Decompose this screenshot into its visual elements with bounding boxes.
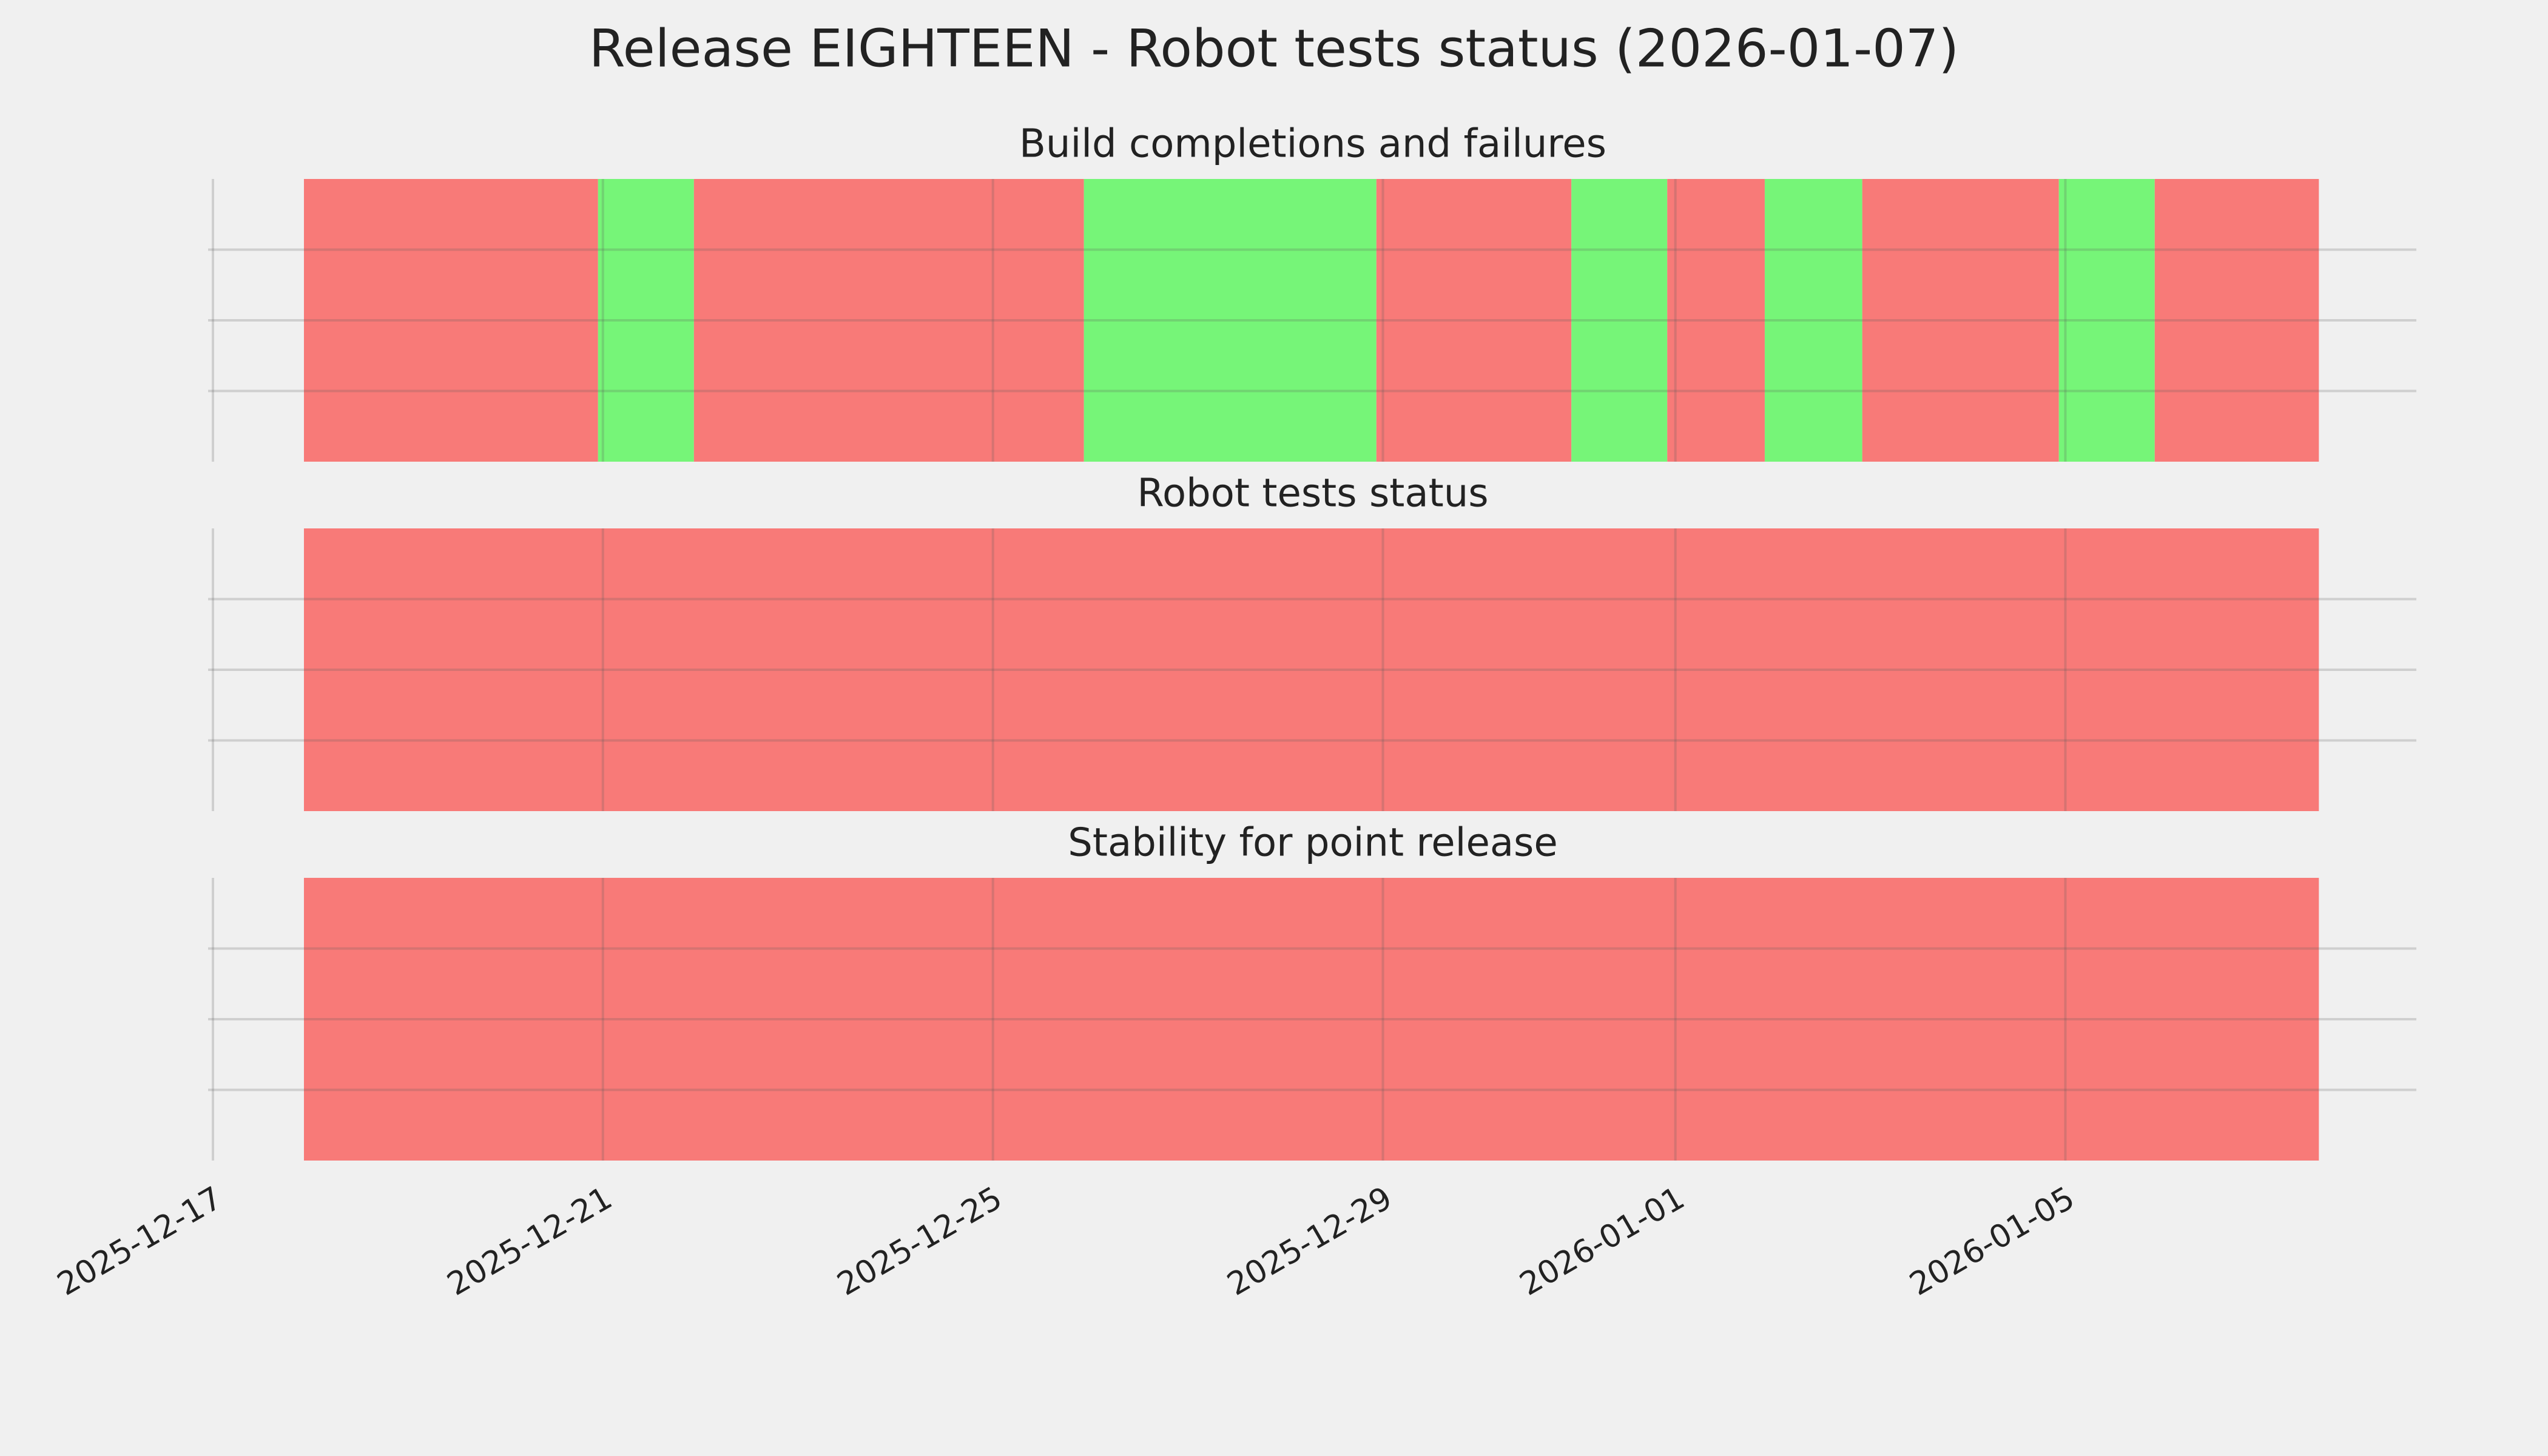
x-tick-label: 2025-12-17 — [52, 1180, 229, 1303]
status-span — [693, 179, 1084, 462]
status-span — [1862, 179, 2059, 462]
x-tick-label: 2025-12-21 — [441, 1180, 618, 1303]
status-span — [303, 528, 2319, 811]
status-span — [598, 179, 694, 462]
x-tick-label: 2025-12-25 — [831, 1180, 1008, 1303]
status-span — [2058, 179, 2155, 462]
x-tick-label: 2026-01-05 — [1904, 1180, 2081, 1303]
status-span — [1571, 179, 1668, 462]
status-span — [303, 179, 598, 462]
status-span — [2154, 179, 2319, 462]
chart-title: Release EIGHTEEN - Robot tests status (2… — [589, 18, 1959, 79]
status-span — [1084, 179, 1377, 462]
status-span — [303, 878, 2319, 1161]
x-tick-label: 2025-12-29 — [1221, 1180, 1398, 1303]
status-span — [1667, 179, 1765, 462]
x-tick-label: 2026-01-01 — [1514, 1180, 1691, 1303]
panel-title: Build completions and failures — [1019, 122, 1606, 167]
status-span — [1764, 179, 1862, 462]
panel-title: Robot tests status — [1137, 471, 1488, 516]
status-span — [1376, 179, 1572, 462]
panel-title: Stability for point release — [1068, 821, 1558, 866]
